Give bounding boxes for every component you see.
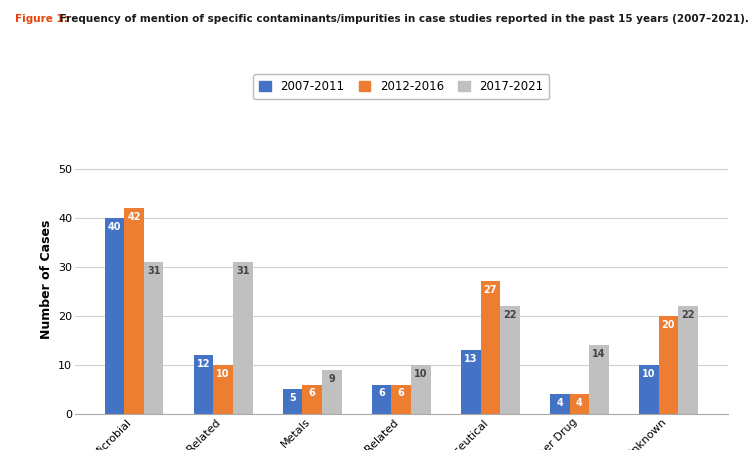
Text: 31: 31 <box>236 266 250 276</box>
Bar <box>144 262 164 414</box>
Bar <box>372 385 392 414</box>
Bar <box>392 385 411 414</box>
Text: 10: 10 <box>414 369 428 379</box>
Bar <box>283 389 302 414</box>
Text: 42: 42 <box>128 212 141 222</box>
Text: 27: 27 <box>484 285 497 295</box>
Text: 6: 6 <box>378 388 385 398</box>
Bar <box>500 306 520 414</box>
Text: 6: 6 <box>309 388 316 398</box>
Bar <box>213 365 233 414</box>
Text: 13: 13 <box>464 354 478 364</box>
Text: Frequency of mention of specific contaminants/impurities in case studies reporte: Frequency of mention of specific contami… <box>56 14 749 23</box>
Bar <box>233 262 253 414</box>
Bar <box>590 345 609 414</box>
Bar <box>461 350 481 414</box>
Bar <box>569 394 590 414</box>
Bar <box>322 370 341 414</box>
Text: 9: 9 <box>328 374 335 384</box>
Text: 4: 4 <box>556 398 563 408</box>
Text: 20: 20 <box>662 320 675 330</box>
Bar <box>481 281 500 414</box>
Text: 31: 31 <box>147 266 160 276</box>
Text: 10: 10 <box>642 369 656 379</box>
Bar <box>411 365 430 414</box>
Text: 40: 40 <box>108 221 122 232</box>
Text: Figure 1:: Figure 1: <box>15 14 68 23</box>
Bar <box>124 208 144 414</box>
Y-axis label: Number of Cases: Number of Cases <box>40 219 53 339</box>
Text: 10: 10 <box>216 369 229 379</box>
Bar <box>194 355 213 414</box>
Text: 5: 5 <box>290 393 296 403</box>
Text: 12: 12 <box>196 359 210 369</box>
Text: 14: 14 <box>592 349 606 359</box>
Text: 22: 22 <box>503 310 517 320</box>
Bar <box>105 218 125 414</box>
Bar <box>639 365 658 414</box>
Bar <box>550 394 569 414</box>
Bar <box>678 306 698 414</box>
Bar <box>658 316 678 414</box>
Text: 4: 4 <box>576 398 583 408</box>
Text: 6: 6 <box>398 388 405 398</box>
Bar <box>302 385 322 414</box>
Legend: 2007-2011, 2012-2016, 2017-2021: 2007-2011, 2012-2016, 2017-2021 <box>254 74 549 99</box>
Text: 22: 22 <box>681 310 694 320</box>
